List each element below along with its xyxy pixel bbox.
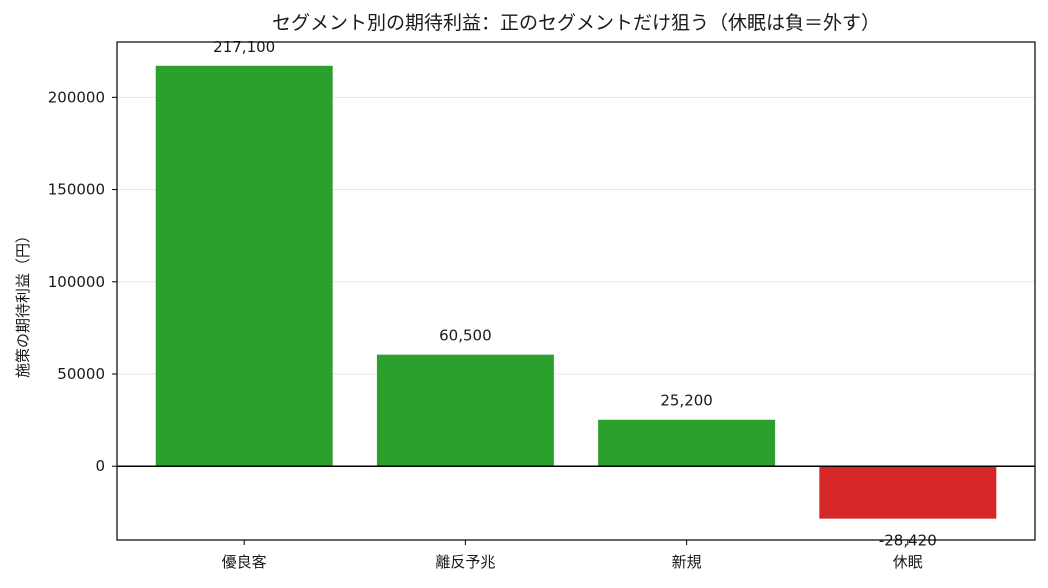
- bar: [155, 65, 333, 467]
- y-axis-title: 施策の期待利益（円）: [14, 228, 32, 378]
- x-tick-label: 離反予兆: [435, 553, 495, 571]
- x-tick-label: 優良客: [222, 553, 267, 571]
- bar: [598, 419, 776, 467]
- y-tick-label: 150000: [48, 181, 105, 199]
- x-axis-ticks: 優良客 離反予兆 新規 休眠: [222, 540, 923, 571]
- bars: [155, 65, 997, 519]
- bar: [819, 466, 997, 519]
- data-label: 60,500: [439, 327, 492, 345]
- chart-title: セグメント別の期待利益：正のセグメントだけ狙う（休眠は負＝外す）: [272, 12, 880, 34]
- bar: [376, 354, 554, 467]
- x-tick-label: 休眠: [893, 553, 923, 571]
- y-axis-ticks: 0 50000 100000 150000 200000: [48, 88, 117, 475]
- data-label: 217,100: [213, 38, 275, 56]
- y-tick-label: 0: [95, 457, 105, 475]
- y-tick-label: 50000: [57, 365, 105, 383]
- y-tick-label: 100000: [48, 273, 105, 291]
- plot-frame: [116, 41, 1036, 541]
- x-tick-label: 新規: [672, 553, 702, 571]
- y-tick-label: 200000: [48, 88, 105, 106]
- data-label: 25,200: [660, 392, 713, 410]
